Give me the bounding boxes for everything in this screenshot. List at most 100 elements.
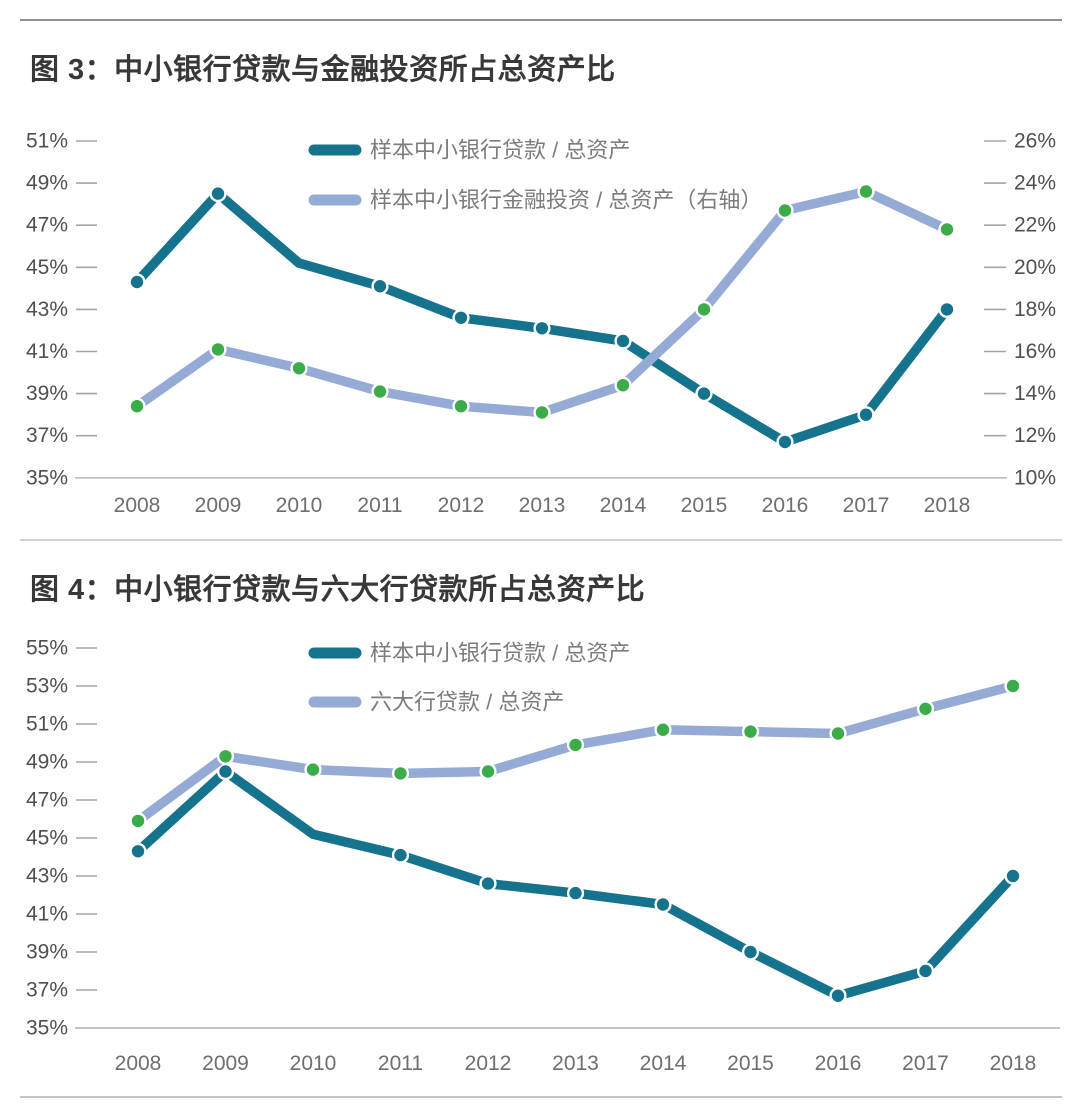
left-axis-tick-label: 37% (26, 979, 68, 1002)
x-axis-year-label: 2017 (902, 1052, 949, 1075)
right-axis-tick-label: 20% (1014, 256, 1056, 279)
left-axis-tick-label: 39% (26, 941, 68, 964)
data-point (209, 184, 227, 203)
x-axis-year-label: 2018 (990, 1052, 1037, 1075)
left-axis-tick-label: 51% (26, 713, 68, 736)
x-axis-year-label: 2008 (114, 494, 161, 517)
top-divider (20, 19, 1062, 21)
right-axis-tick-label: 24% (1014, 172, 1056, 195)
data-point (776, 201, 794, 220)
left-axis-tick-label: 55% (26, 637, 68, 660)
data-point (654, 721, 672, 739)
data-point (695, 385, 713, 403)
data-point (128, 397, 146, 415)
x-axis-year-label: 2013 (552, 1052, 599, 1075)
data-point (129, 842, 147, 860)
data-point (1004, 677, 1022, 695)
x-axis-year-label: 2010 (276, 494, 323, 517)
left-axis-tick-label: 47% (26, 214, 68, 237)
x-axis-year-label: 2016 (762, 494, 809, 517)
x-axis-year-label: 2011 (378, 1052, 423, 1075)
right-axis: 26% 24% 22% 20% 18% 16% 14% 12% 10% (984, 130, 1056, 489)
x-axis-year-label: 2012 (465, 1052, 512, 1075)
left-axis-tick-label: 45% (26, 256, 68, 279)
data-point (452, 397, 470, 415)
data-point (209, 340, 227, 359)
left-axis-tick-label: 43% (26, 865, 68, 888)
x-axis-year-label: 2018 (924, 494, 971, 517)
left-axis-tick-label: 47% (26, 789, 68, 812)
series-0 (129, 762, 1022, 1005)
data-point (938, 300, 956, 319)
legend-label: 六大行贷款 / 总资产 (370, 690, 564, 715)
left-axis-tick-label: 35% (26, 466, 68, 489)
bottom-divider (20, 1096, 1062, 1098)
legend-label: 样本中小银行贷款 / 总资产 (370, 641, 630, 666)
x-axis-year-label: 2015 (681, 494, 728, 517)
data-point (566, 736, 585, 754)
x-axis-year-label: 2011 (357, 494, 402, 517)
data-point (371, 382, 389, 401)
legend-label: 样本中小银行金融投资 / 总资产（右轴） (370, 188, 762, 213)
data-point (938, 220, 956, 238)
data-point (614, 376, 632, 394)
figure-3-title: 图 3：中小银行贷款与金融投资所占总资产比 (30, 54, 616, 86)
data-point (857, 406, 875, 424)
data-point (479, 762, 497, 781)
figure-3-line-chart: 51% 49% 47% 45% 43% 41% 39% 37% 35% 26% 24% 22% 20% 1… (26, 130, 1056, 518)
data-point (128, 273, 146, 291)
left-axis-tick-label: 37% (26, 424, 68, 447)
x-axis-year-label: 2012 (438, 494, 485, 517)
left-axis-tick-label: 49% (26, 172, 68, 195)
x-axis-year-label: 2013 (519, 494, 566, 517)
data-point (533, 403, 551, 422)
left-axis-tick-label: 49% (26, 751, 68, 774)
figure-4-title: 图 4：中小银行贷款与六大行贷款所占总资产比 (30, 574, 646, 606)
data-point (741, 722, 760, 741)
data-point (391, 764, 410, 783)
series-0 (128, 184, 956, 451)
left-axis-tick-label: 53% (26, 675, 68, 698)
data-point (1004, 867, 1022, 885)
data-point (533, 319, 551, 337)
data-point (916, 962, 935, 980)
data-point (371, 277, 389, 295)
left-axis-tick-label: 39% (26, 382, 68, 405)
data-point (829, 724, 847, 743)
data-point (391, 846, 410, 864)
left-axis-tick-label: 51% (26, 130, 68, 153)
left-axis: 51% 49% 47% 45% 43% 41% 39% 37% 35% (26, 130, 97, 489)
data-point (654, 895, 672, 914)
data-point (614, 332, 632, 350)
x-axis-year-label: 2008 (115, 1052, 162, 1075)
right-axis-tick-label: 10% (1014, 466, 1056, 489)
right-axis-tick-label: 16% (1014, 340, 1056, 363)
left-axis-tick-label: 45% (26, 827, 68, 850)
data-point (304, 761, 322, 779)
data-point (129, 812, 147, 830)
data-point (857, 182, 875, 201)
x-axis-year-label: 2009 (195, 494, 242, 517)
series-1 (129, 677, 1022, 830)
left-axis-tick-label: 35% (26, 1017, 68, 1040)
data-point (776, 433, 794, 451)
data-point (566, 884, 585, 902)
right-axis-tick-label: 12% (1014, 424, 1056, 447)
x-axis-year-label: 2009 (202, 1052, 249, 1075)
left-axis: 55% 53% 51% 49% 47% 45% 43% 41% 39% 37% 35% (26, 637, 97, 1040)
left-axis-tick-label: 43% (26, 298, 68, 321)
x-axis-year-label: 2014 (640, 1052, 687, 1075)
x-axis-labels: 2008 2009 2010 2011 2012 2013 2014 2015 2016 2017… (115, 1052, 1037, 1075)
x-axis-year-label: 2017 (843, 494, 890, 517)
x-axis-labels: 2008 2009 2010 2011 2012 2013 2014 2015 2016 2017… (114, 494, 971, 517)
right-axis-tick-label: 14% (1014, 382, 1056, 405)
x-axis-year-label: 2015 (727, 1052, 774, 1075)
left-axis-tick-label: 41% (26, 903, 68, 926)
data-point (216, 747, 235, 765)
right-axis-tick-label: 18% (1014, 298, 1056, 321)
figure-4-line-chart: 55% 53% 51% 49% 47% 45% 43% 41% 39% 37% 35% 2008 200… (26, 637, 1060, 1075)
right-axis-tick-label: 26% (1014, 130, 1056, 153)
data-point (829, 987, 847, 1005)
